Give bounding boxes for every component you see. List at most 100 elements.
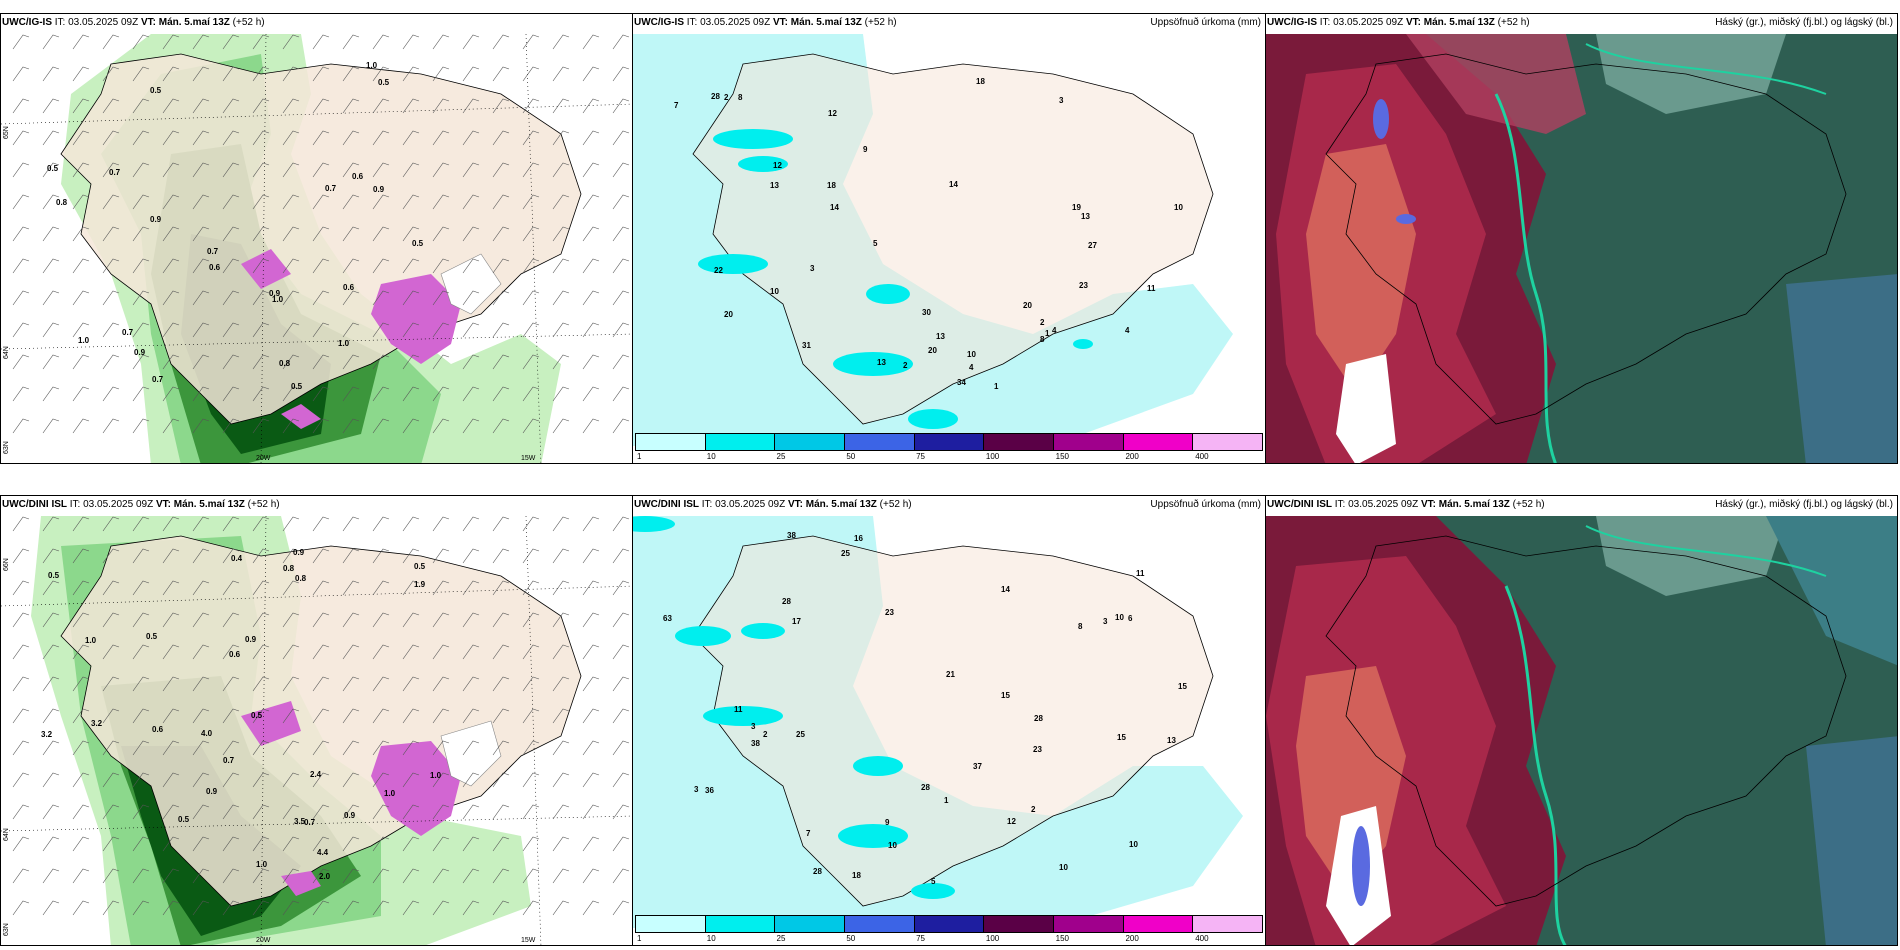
wind-barb — [522, 644, 540, 660]
wind-barb — [312, 418, 330, 434]
value-label: 18 — [852, 871, 861, 880]
value-label: 1.0 — [384, 789, 396, 798]
value-label: 12 — [1007, 817, 1016, 826]
wind-barb — [222, 162, 240, 178]
wind-barb — [372, 612, 390, 628]
wind-barb — [132, 644, 150, 660]
wind-barb — [612, 804, 630, 820]
value-label: 14 — [830, 203, 839, 212]
wind-barb — [582, 98, 600, 114]
wind-barb — [522, 900, 540, 916]
value-label: 0.5 — [414, 562, 426, 571]
wind-barb — [132, 708, 150, 724]
wind-barb — [282, 644, 300, 660]
wind-barb — [582, 644, 600, 660]
wind-barb — [192, 322, 210, 338]
wind-barb — [342, 548, 360, 564]
panel-header: UWC/DINI ISL IT: 03.05.2025 09Z VT: Mán.… — [2, 499, 280, 510]
wind-barb — [462, 772, 480, 788]
wind-barb — [312, 836, 330, 852]
wind-barb — [492, 644, 510, 660]
wind-barb — [252, 676, 270, 692]
wind-barb — [222, 612, 240, 628]
wind-barb — [72, 418, 90, 434]
wind-barb — [492, 98, 510, 114]
wind-barb — [252, 386, 270, 402]
wind-barb — [462, 580, 480, 596]
wind-barb — [12, 740, 30, 756]
colorbar-tick: 25 — [776, 452, 786, 461]
value-label: 63 — [663, 614, 672, 623]
wind-barb — [342, 708, 360, 724]
value-label: 10 — [888, 841, 897, 850]
value-label: 20 — [928, 346, 937, 355]
value-label: 0.9 — [293, 548, 305, 557]
wind-barb — [312, 644, 330, 660]
wind-barb — [132, 548, 150, 564]
wind-barb — [582, 612, 600, 628]
wind-barb — [402, 580, 420, 596]
wind-barb — [222, 290, 240, 306]
wind-barb — [252, 548, 270, 564]
colorbar-swatch — [775, 916, 846, 932]
wind-barb — [582, 322, 600, 338]
value-label: 10 — [1115, 613, 1124, 622]
value-label: 0.6 — [343, 283, 355, 292]
wind-barb — [342, 868, 360, 884]
value-label: 3 — [751, 722, 756, 731]
wind-barb — [552, 708, 570, 724]
value-label: 1.9 — [414, 580, 426, 589]
wind-barb — [312, 612, 330, 628]
wind-barb — [402, 548, 420, 564]
wind-barb — [72, 98, 90, 114]
colorbar-tick: 75 — [916, 452, 926, 461]
wind-barb — [72, 162, 90, 178]
value-label: 3 — [1059, 96, 1064, 105]
value-label: 8 — [1078, 622, 1083, 631]
wind-barb — [372, 804, 390, 820]
lat-label: 63N — [3, 441, 10, 454]
wind-barb — [432, 548, 450, 564]
value-label: 12 — [773, 161, 782, 170]
wind-barb — [102, 804, 120, 820]
wind-barb — [252, 900, 270, 916]
wind-barb — [72, 66, 90, 82]
value-label: 23 — [1033, 745, 1042, 754]
wind-barb — [552, 900, 570, 916]
value-label: 2 — [724, 93, 729, 102]
wind-barb — [132, 162, 150, 178]
value-label: 0.7 — [223, 756, 235, 765]
wind-barb — [402, 676, 420, 692]
wind-barb — [192, 386, 210, 402]
colorbar-tick: 50 — [846, 934, 856, 943]
colorbar-tick: 100 — [985, 452, 1000, 461]
wind-barb — [282, 740, 300, 756]
lon-label: 15W — [521, 455, 536, 462]
value-label: 3.5 — [294, 817, 306, 826]
wind-barb — [522, 34, 540, 50]
wind-barb — [312, 290, 330, 306]
wind-barb — [612, 836, 630, 852]
wind-barb — [222, 258, 240, 274]
cloud-map — [1266, 516, 1897, 945]
wind-barb — [132, 226, 150, 242]
wind-barb — [612, 354, 630, 370]
wind-barb — [462, 836, 480, 852]
wind-barb — [402, 836, 420, 852]
value-label: 23 — [885, 608, 894, 617]
wind-barb — [312, 386, 330, 402]
colorbar-swatch — [845, 434, 915, 450]
value-label: 0.9 — [245, 635, 257, 644]
wind-barb — [282, 516, 300, 532]
wind-barb — [72, 34, 90, 50]
wind-barb — [312, 34, 330, 50]
colorbar-swatch — [914, 916, 985, 932]
wind-barb — [342, 34, 360, 50]
wind-barb — [612, 580, 630, 596]
colorbar-tick: 150 — [1055, 452, 1070, 461]
wind-barb — [402, 900, 420, 916]
colorbar-swatch — [636, 916, 706, 932]
wind-barb — [132, 740, 150, 756]
wind-barb — [432, 516, 450, 532]
wind-barb — [552, 34, 570, 50]
